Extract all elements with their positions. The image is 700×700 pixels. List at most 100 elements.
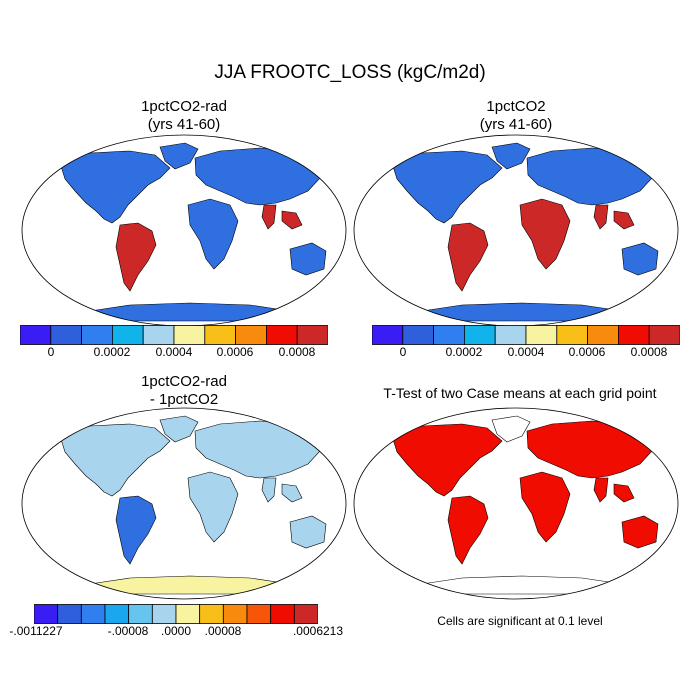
- colorbar-swatch: [128, 604, 153, 624]
- panel-1-title-line1: 1pctCO2-rad: [141, 98, 227, 115]
- cb3-tick-3: .00008: [204, 624, 242, 638]
- colorbar-swatch: [617, 325, 650, 345]
- colorbar-swatch: [20, 325, 52, 345]
- colorbar-swatch: [235, 325, 267, 345]
- cb3-tick-2: .0000: [160, 624, 192, 638]
- colorbar-panel-3-ticks: -.0011227 -.00008 .0000 .00008 .0006213: [9, 624, 343, 640]
- southeast-asia: [281, 210, 303, 230]
- panel-2-title-line1: 1pctCO2: [486, 98, 546, 115]
- colorbar-swatch: [50, 325, 82, 345]
- cb1-tick-0: 0: [47, 345, 55, 359]
- map-difference: [21, 407, 347, 600]
- india: [261, 477, 277, 503]
- africa: [187, 198, 239, 270]
- colorbar-swatch: [265, 325, 298, 345]
- colorbar-swatch: [112, 325, 144, 345]
- colorbar-swatch: [556, 325, 589, 345]
- south-america: [447, 495, 489, 565]
- cb3-tick-4: .0006213: [292, 624, 344, 638]
- australia: [621, 242, 659, 276]
- colorbar-swatch: [57, 604, 82, 624]
- north-america: [59, 150, 171, 224]
- cb1-tick-4: 0.0008: [278, 345, 316, 359]
- colorbar-swatch: [80, 604, 106, 624]
- north-america: [391, 150, 503, 224]
- figure-title: JJA FROOTC_LOSS (kgC/m2d): [214, 62, 486, 83]
- colorbar-swatch: [142, 325, 175, 345]
- north-america: [59, 423, 171, 497]
- cb1-tick-1: 0.0002: [93, 345, 131, 359]
- panel-1-title: 1pctCO2-rad (yrs 41-60): [20, 98, 348, 134]
- antarctica: [89, 575, 291, 595]
- australia: [289, 515, 327, 549]
- antarctica: [421, 302, 623, 322]
- colorbar-swatch: [525, 325, 558, 345]
- greenland: [159, 142, 199, 170]
- map-frame: [21, 407, 347, 600]
- colorbar-swatch: [402, 325, 434, 345]
- greenland: [491, 415, 531, 443]
- south-america: [447, 222, 489, 292]
- colorbar-swatch: [587, 325, 619, 345]
- colorbar-swatch: [175, 604, 201, 624]
- panel-3-title: 1pctCO2-rad - 1pctCO2: [20, 373, 348, 409]
- colorbar-swatch: [222, 604, 248, 624]
- map-1pctco2-rad: [21, 134, 347, 327]
- panel-2-title: 1pctCO2 (yrs 41-60): [352, 98, 680, 134]
- colorbar-swatch: [34, 604, 59, 624]
- south-america: [115, 222, 157, 292]
- southeast-asia: [281, 483, 303, 503]
- africa: [187, 471, 239, 543]
- southeast-asia: [613, 483, 635, 503]
- colorbar-panel-3-swatches: [34, 604, 318, 624]
- map-1pctco2: [353, 134, 679, 327]
- africa: [519, 198, 571, 270]
- colorbar-swatch: [270, 604, 295, 624]
- cb1-tick-2: 0.0004: [155, 345, 193, 359]
- india: [593, 477, 609, 503]
- panel-3-title-line2: - 1pctCO2: [149, 391, 219, 408]
- colorbar-swatch: [204, 325, 237, 345]
- cb2-tick-0: 0: [399, 345, 407, 359]
- southeast-asia: [613, 210, 635, 230]
- colorbar-swatch: [81, 325, 113, 345]
- cb2-tick-4: 0.0008: [630, 345, 668, 359]
- colorbar-swatch: [104, 604, 130, 624]
- antarctica: [421, 575, 623, 595]
- cb2-tick-1: 0.0002: [445, 345, 483, 359]
- north-america: [391, 423, 503, 497]
- africa: [519, 471, 571, 543]
- map-ttest: [353, 407, 679, 600]
- colorbar-panel-2: [372, 325, 680, 345]
- colorbar-panel-3: [34, 604, 318, 624]
- colorbar-swatch: [246, 604, 272, 624]
- panel-3-title-line1: 1pctCO2-rad: [141, 373, 227, 390]
- colorbar-swatch: [173, 325, 206, 345]
- cb2-tick-2: 0.0004: [507, 345, 545, 359]
- cb3-tick-1: -.00008: [107, 624, 149, 638]
- colorbar-panel-1-ticks: 0 0.0002 0.0004 0.0006 0.0008: [20, 345, 328, 361]
- colorbar-swatch: [151, 604, 177, 624]
- india: [593, 204, 609, 230]
- cb2-tick-3: 0.0006: [568, 345, 606, 359]
- colorbar-swatch: [494, 325, 527, 345]
- colorbar-panel-2-ticks: 0 0.0002 0.0004 0.0006 0.0008: [372, 345, 680, 361]
- colorbar-panel-1-swatches: [20, 325, 328, 345]
- cb1-tick-3: 0.0006: [216, 345, 254, 359]
- colorbar-swatch: [648, 325, 680, 345]
- australia: [289, 242, 327, 276]
- panel-2-title-line2: (yrs 41-60): [479, 116, 553, 133]
- australia: [621, 515, 659, 549]
- colorbar-swatch: [372, 325, 404, 345]
- panel-1-title-line2: (yrs 41-60): [147, 116, 221, 133]
- colorbar-swatch: [293, 604, 318, 624]
- colorbar-panel-1: [20, 325, 328, 345]
- greenland: [159, 415, 199, 443]
- panel-4-title-line1: T-Test of two Case means at each grid po…: [383, 385, 657, 401]
- significance-note: Cells are significant at 0.1 level: [437, 614, 603, 628]
- antarctica: [89, 302, 291, 322]
- cb3-tick-0: -.0011227: [9, 624, 63, 638]
- south-america: [115, 495, 157, 565]
- panel-4-title: T-Test of two Case means at each grid po…: [352, 384, 688, 402]
- map-frame: [353, 407, 679, 600]
